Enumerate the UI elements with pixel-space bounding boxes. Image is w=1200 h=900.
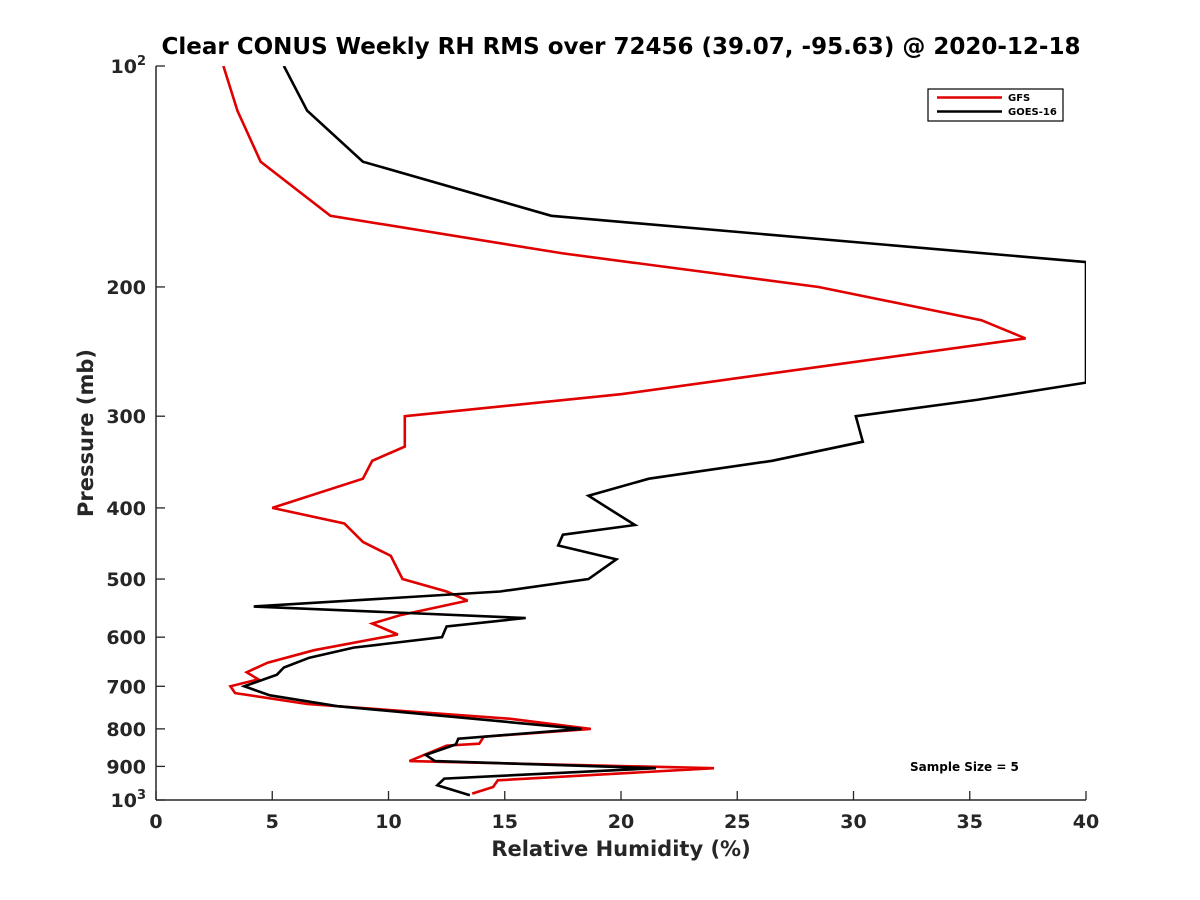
y-tick-label-exponent: 2 [137,54,146,69]
x-tick-label-10: 10 [375,811,401,833]
legend-label-goes-16: GOES-16 [1008,107,1057,118]
x-axis-ticks: 0 5 10 15 20 25 30 35 40 [149,791,1099,833]
y-tick-label-base: 400 [106,498,146,520]
sample-size-annotation: Sample Size = 5 [910,760,1019,774]
y-tick-label-700: 700 [106,676,146,698]
plot-background [156,66,1086,800]
x-tick-label-5: 5 [266,811,279,833]
x-tick-label-20: 20 [608,811,634,833]
y-tick-label-base: 500 [106,569,146,591]
x-tick-label-15: 15 [492,811,518,833]
y-tick-label-base: 300 [106,406,146,428]
legend-label-gfs: GFS [1008,93,1030,104]
y-tick-label-400: 400 [106,498,146,520]
y-tick-label-200: 200 [106,277,146,299]
x-tick-label-35: 35 [957,811,983,833]
series-line-gfs [222,66,1026,795]
y-tick-label-100: 102 [111,54,147,78]
y-tick-label-exponent: 3 [137,788,146,803]
y-tick-label-300: 300 [106,406,146,428]
y-tick-label-base: 700 [106,676,146,698]
y-tick-label-600: 600 [106,627,146,649]
x-tick-label-40: 40 [1073,811,1099,833]
x-tick-label-0: 0 [149,811,162,833]
y-tick-label-900: 900 [106,756,146,778]
plot-area [155,66,1086,801]
y-tick-label-base: 600 [106,627,146,649]
series-line-goes-16 [240,66,1086,797]
y-tick-label-base: 800 [106,719,146,741]
legend: GFS GOES-16 [927,88,1064,122]
chart-title: Clear CONUS Weekly RH RMS over 72456 (39… [162,34,1081,60]
y-tick-label-base: 10 [111,56,137,78]
y-tick-label-1000: 103 [111,788,147,812]
y-tick-label-base: 10 [111,790,137,812]
x-tick-label-30: 30 [840,811,866,833]
x-tick-label-25: 25 [724,811,750,833]
y-tick-label-800: 800 [106,719,146,741]
y-axis-label: Pressure (mb) [74,349,98,517]
x-axis-label: Relative Humidity (%) [491,837,750,861]
y-tick-label-500: 500 [106,569,146,591]
y-tick-label-base: 900 [106,756,146,778]
series-layer [222,66,1086,797]
legend-box [927,88,1064,122]
y-tick-label-base: 200 [106,277,146,299]
